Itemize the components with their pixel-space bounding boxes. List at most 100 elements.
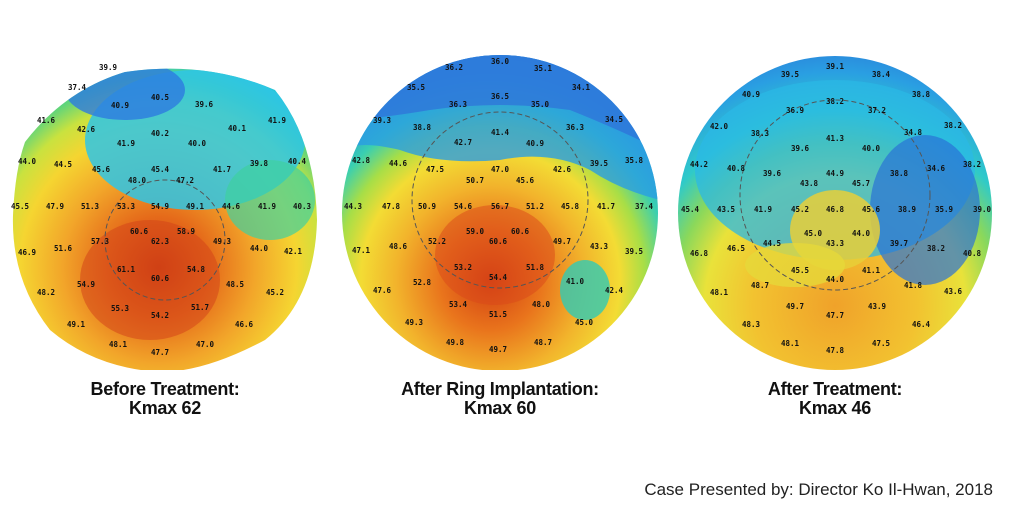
curvature-reading: 36.9 (786, 106, 805, 115)
curvature-reading: 37.4 (68, 83, 87, 92)
ring-implantation-corneal-map: 36.0 36.2 35.1 35.5 34.1 36.3 36.5 35.0 39.3 34.5… (342, 55, 658, 370)
curvature-reading: 44.3 (344, 202, 363, 211)
curvature-reading: 45.0 (804, 229, 823, 238)
curvature-reading: 44.9 (826, 169, 845, 178)
curvature-reading: 57.3 (91, 237, 110, 246)
curvature-reading: 50.9 (418, 202, 437, 211)
curvature-reading: 41.7 (213, 165, 231, 174)
curvature-reading: 39.6 (791, 144, 810, 153)
curvature-reading: 36.3 (449, 100, 468, 109)
curvature-reading: 40.0 (862, 144, 881, 153)
curvature-reading: 45.4 (681, 205, 700, 214)
curvature-reading: 38.4 (872, 70, 891, 79)
curvature-reading: 49.3 (405, 318, 424, 327)
curvature-reading: 50.7 (466, 176, 484, 185)
curvature-reading: 39.0 (973, 205, 992, 214)
curvature-reading: 40.3 (293, 202, 312, 211)
curvature-reading: 52.2 (428, 237, 446, 246)
curvature-reading: 41.4 (491, 128, 510, 137)
curvature-reading: 47.2 (176, 176, 194, 185)
map-readings: 36.0 36.2 35.1 35.5 34.1 36.3 36.5 35.0 39.3 34.5… (344, 57, 654, 354)
curvature-reading: 43.5 (717, 205, 735, 214)
curvature-reading: 54.9 (151, 202, 170, 211)
curvature-reading: 38.3 (751, 129, 770, 138)
curvature-reading: 39.6 (763, 169, 782, 178)
curvature-reading: 41.9 (258, 202, 277, 211)
curvature-reading: 47.0 (491, 165, 510, 174)
curvature-reading: 49.7 (553, 237, 571, 246)
curvature-reading: 47.5 (426, 165, 444, 174)
curvature-reading: 35.1 (534, 64, 553, 73)
curvature-reading: 42.7 (454, 138, 472, 147)
curvature-reading: 35.9 (935, 205, 954, 214)
map-readings: 39.9 37.4 40.9 40.5 39.6 41.6 42.6 40.2 40.1 41.9… (11, 63, 312, 357)
after-treatment-corneal-map: 39.1 39.5 38.4 40.9 38.8 38.2 36.9 37.2 42.0 38.3… (678, 56, 992, 370)
before-treatment-corneal-map: 39.9 37.4 40.9 40.5 39.6 41.6 42.6 40.2 40.1 41.9… (11, 63, 318, 370)
caption-line2: Kmax 46 (799, 398, 871, 418)
curvature-reading: 54.4 (489, 273, 508, 282)
curvature-reading: 48.1 (109, 340, 128, 349)
curvature-reading: 39.6 (195, 100, 214, 109)
curvature-reading: 38.8 (890, 169, 909, 178)
curvature-reading: 38.2 (963, 160, 981, 169)
curvature-reading: 45.6 (92, 165, 111, 174)
curvature-reading: 36.3 (566, 123, 585, 132)
curvature-reading: 39.9 (99, 63, 118, 72)
curvature-reading: 48.1 (781, 339, 800, 348)
curvature-reading: 45.5 (791, 266, 809, 275)
curvature-reading: 40.1 (228, 124, 247, 133)
curvature-reading: 48.1 (710, 288, 729, 297)
curvature-reading: 41.3 (826, 134, 845, 143)
curvature-reading: 37.4 (635, 202, 654, 211)
curvature-reading: 39.7 (890, 239, 908, 248)
curvature-reading: 35.5 (407, 83, 425, 92)
curvature-reading: 49.7 (786, 302, 804, 311)
curvature-reading: 53.2 (454, 263, 472, 272)
caption-before: Before Treatment: Kmax 62 (5, 380, 325, 418)
curvature-reading: 44.0 (18, 157, 37, 166)
curvature-reading: 59.0 (466, 227, 485, 236)
curvature-reading: 47.1 (352, 246, 371, 255)
topography-map-before: 39.9 37.4 40.9 40.5 39.6 41.6 42.6 40.2 40.1 41.9… (5, 50, 325, 370)
caption-line1: After Treatment: (767, 379, 903, 399)
curvature-reading: 40.8 (963, 249, 982, 258)
curvature-reading: 45.6 (516, 176, 535, 185)
curvature-reading: 54.8 (187, 265, 206, 274)
curvature-reading: 48.7 (751, 281, 769, 290)
curvature-reading: 44.0 (250, 244, 269, 253)
curvature-reading: 53.3 (117, 202, 136, 211)
curvature-reading: 47.8 (382, 202, 401, 211)
curvature-reading: 45.6 (862, 205, 881, 214)
curvature-reading: 46.5 (727, 244, 745, 253)
caption-line2: Kmax 62 (129, 398, 201, 418)
curvature-reading: 42.4 (605, 286, 624, 295)
topography-map-ring: 36.0 36.2 35.1 35.5 34.1 36.3 36.5 35.0 39.3 34.5… (340, 50, 660, 370)
curvature-reading: 49.1 (67, 320, 86, 329)
curvature-reading: 37.2 (868, 106, 886, 115)
curvature-reading: 44.0 (826, 275, 845, 284)
curvature-reading: 40.5 (151, 93, 169, 102)
curvature-reading: 60.6 (511, 227, 530, 236)
curvature-reading: 42.6 (553, 165, 572, 174)
curvature-reading: 51.8 (526, 263, 545, 272)
curvature-reading: 43.3 (826, 239, 845, 248)
curvature-reading: 43.8 (800, 179, 819, 188)
curvature-reading: 46.8 (826, 205, 845, 214)
curvature-reading: 53.4 (449, 300, 468, 309)
caption-after: After Treatment: Kmax 46 (675, 380, 995, 418)
case-credit: Case Presented by: Director Ko Il-Hwan, … (644, 480, 993, 499)
curvature-reading: 40.9 (111, 101, 130, 110)
curvature-reading: 60.6 (151, 274, 170, 283)
curvature-reading: 46.6 (235, 320, 254, 329)
curvature-reading: 34.5 (605, 115, 623, 124)
curvature-reading: 34.8 (904, 128, 923, 137)
curvature-reading: 34.1 (572, 83, 591, 92)
curvature-reading: 47.6 (373, 286, 392, 295)
curvature-reading: 45.0 (575, 318, 594, 327)
curvature-reading: 41.9 (268, 116, 287, 125)
curvature-reading: 45.2 (791, 205, 809, 214)
curvature-reading: 41.6 (37, 116, 56, 125)
curvature-reading: 41.9 (754, 205, 773, 214)
curvature-reading: 39.1 (826, 62, 845, 71)
curvature-reading: 43.6 (944, 287, 963, 296)
